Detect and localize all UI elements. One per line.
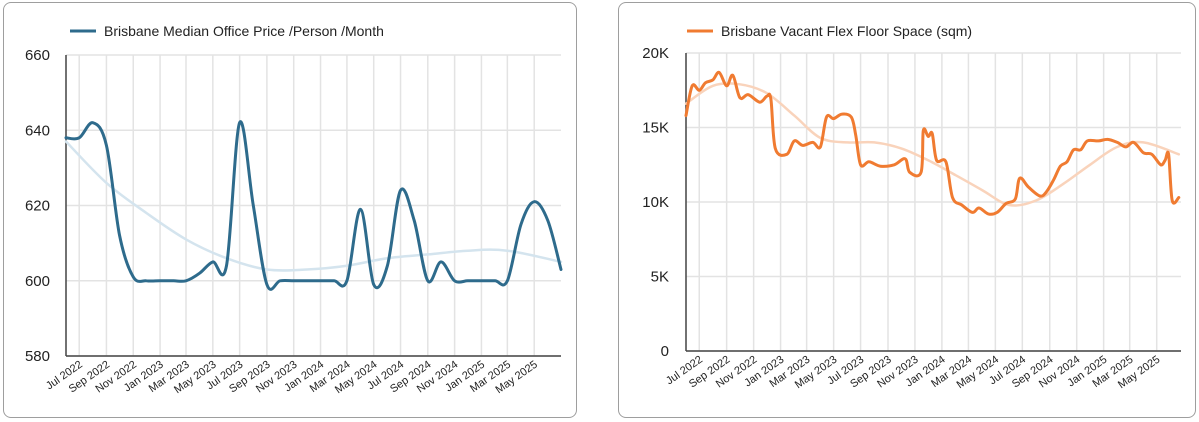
right-chart-ytick-label: 15K	[642, 120, 669, 137]
office-price-chart-card: 580 600 620 640 660 Jul 2022 Sep 2022 Nov 2022 J…	[3, 2, 577, 418]
left-chart-ytick-label: 640	[25, 122, 50, 139]
left-chart-legend-label: Brisbane Median Office Price /Person /Mo…	[104, 23, 384, 39]
right-chart-ytick-label: 0	[661, 343, 669, 360]
right-chart-series-line	[684, 70, 1181, 216]
right-chart-ytick-label: 5K	[651, 269, 669, 286]
left-chart-ytick-label: 580	[25, 348, 50, 365]
right-chart-trend-line	[684, 82, 1181, 207]
flex-floor-space-chart-card: 0 5K 10K 15K 20K Jul 2022 Sep 2022 Nov 2022 Jan …	[618, 2, 1196, 418]
left-chart-ytick-label: 600	[25, 273, 50, 290]
left-chart-trend-line	[64, 140, 563, 272]
right-chart-ytick-label: 10K	[642, 194, 669, 211]
right-chart-legend-label: Brisbane Vacant Flex Floor Space (sqm)	[721, 23, 972, 39]
right-chart-ytick-label: 20K	[642, 45, 669, 62]
left-chart-series-line	[64, 120, 563, 291]
left-chart-ytick-label: 620	[25, 198, 50, 215]
left-chart-ytick-label: 660	[25, 47, 50, 64]
